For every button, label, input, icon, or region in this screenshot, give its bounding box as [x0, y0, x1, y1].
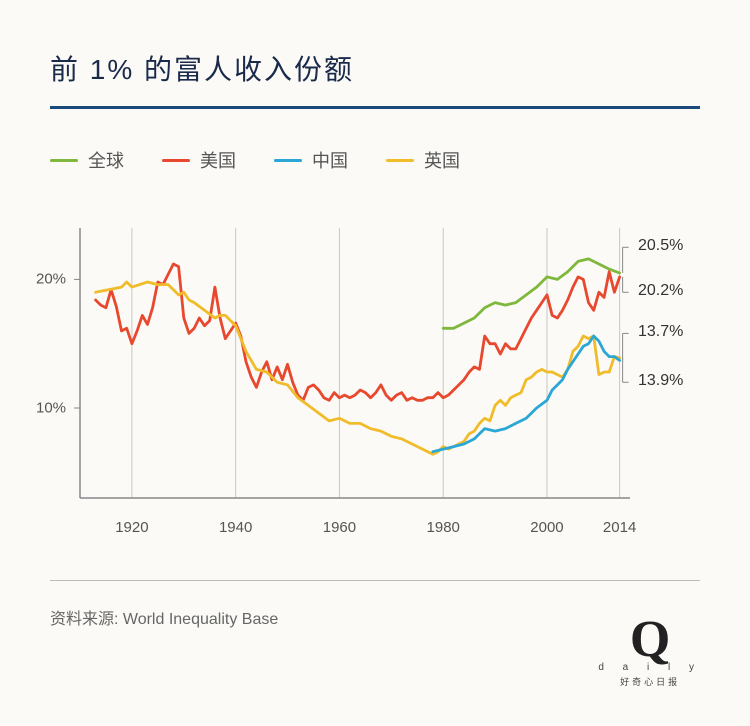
legend-swatch [274, 159, 302, 162]
end-label-uk: 13.9% [638, 372, 683, 390]
legend-label: 美国 [200, 147, 236, 173]
title-underline [50, 106, 700, 109]
end-label-us: 20.2% [638, 282, 683, 300]
legend-item-uk: 英国 [386, 147, 460, 173]
legend-label: 全球 [88, 147, 124, 173]
line-chart: 10%20% 192019401960198020002014 20.5%20.… [50, 218, 700, 508]
x-axis-tick: 2014 [603, 519, 636, 536]
chart-svg [50, 218, 700, 508]
legend-item-china: 中国 [274, 147, 348, 173]
x-axis-tick: 2000 [530, 519, 563, 536]
y-axis-tick: 20% [36, 271, 66, 288]
legend-label: 英国 [424, 147, 460, 173]
x-axis-tick: 1960 [323, 519, 356, 536]
x-axis-tick: 1940 [219, 519, 252, 536]
logo-en: d a i l y [598, 662, 702, 673]
chart-title: 前 1% 的富人收入份额 [50, 48, 700, 88]
legend-swatch [386, 159, 414, 162]
end-label-china: 13.7% [638, 323, 683, 341]
legend-label: 中国 [312, 147, 348, 173]
logo-mark: Q [598, 617, 702, 664]
x-axis-tick: 1920 [115, 519, 148, 536]
source-divider [50, 580, 700, 581]
legend: 全球 美国 中国 英国 [50, 147, 700, 173]
end-label-global: 20.5% [638, 237, 683, 255]
legend-swatch [50, 159, 78, 162]
legend-item-us: 美国 [162, 147, 236, 173]
legend-swatch [162, 159, 190, 162]
brand-logo: Q d a i l y 好奇心日报 [598, 617, 702, 688]
logo-cn: 好奇心日报 [598, 675, 702, 688]
x-axis-tick: 1980 [427, 519, 460, 536]
legend-item-global: 全球 [50, 147, 124, 173]
y-axis-tick: 10% [36, 400, 66, 417]
